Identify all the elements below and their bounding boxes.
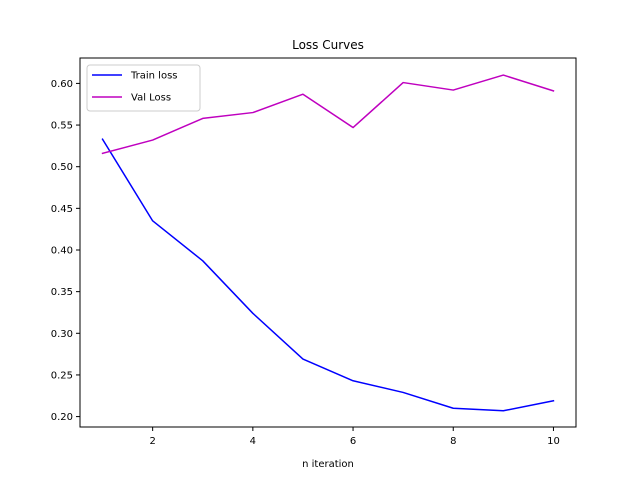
data-point-val-loss-1 xyxy=(102,153,104,155)
chart-title: Loss Curves xyxy=(292,38,364,52)
x-axis-label: n iteration xyxy=(302,459,354,470)
data-point-train-loss-6 xyxy=(352,380,354,382)
y-tick-label: 0.25 xyxy=(51,370,73,381)
data-point-val-loss-8 xyxy=(452,89,454,91)
series-line-val-loss xyxy=(101,74,555,155)
data-point-val-loss-7 xyxy=(402,82,404,84)
x-tick-label: 2 xyxy=(149,436,155,447)
data-point-train-loss-1 xyxy=(102,138,104,140)
data-point-train-loss-3 xyxy=(202,260,204,262)
data-point-val-loss-10 xyxy=(553,90,555,92)
y-tick-label: 0.50 xyxy=(51,162,73,173)
data-point-val-loss-3 xyxy=(202,118,204,120)
x-tick-label: 8 xyxy=(450,436,456,447)
y-tick-label: 0.45 xyxy=(51,204,73,215)
y-tick-label: 0.60 xyxy=(51,79,73,90)
legend-label-train-loss: Train loss xyxy=(130,71,178,82)
y-tick-label: 0.35 xyxy=(51,287,73,298)
y-tick-label: 0.40 xyxy=(51,245,73,256)
data-point-train-loss-4 xyxy=(252,313,254,315)
legend: Train loss Val Loss xyxy=(86,64,201,112)
data-point-train-loss-8 xyxy=(452,407,454,409)
legend-box xyxy=(86,64,201,112)
y-axis-ticks: 0.20 0.25 0.30 0.35 0.40 0.45 0.50 0.55 0.60 xyxy=(51,79,80,423)
axes-frame xyxy=(79,57,577,428)
data-point-train-loss-5 xyxy=(302,358,304,360)
x-tick-label: 6 xyxy=(350,436,356,447)
x-tick-label: 4 xyxy=(250,436,256,447)
data-point-val-loss-4 xyxy=(252,112,254,114)
legend-label-val-loss: Val Loss xyxy=(131,93,171,104)
data-point-val-loss-5 xyxy=(302,93,304,95)
y-tick-label: 0.55 xyxy=(51,121,73,132)
series-line-train-loss xyxy=(101,138,555,412)
data-point-val-loss-6 xyxy=(352,127,354,129)
x-tick-label: 10 xyxy=(547,436,560,447)
data-point-val-loss-9 xyxy=(503,74,505,76)
y-tick-label: 0.20 xyxy=(51,412,73,423)
data-point-train-loss-10 xyxy=(553,400,555,402)
data-point-train-loss-2 xyxy=(152,220,154,222)
plot-area xyxy=(101,74,555,412)
data-point-val-loss-2 xyxy=(152,139,154,141)
x-axis-ticks: 2 4 6 8 10 xyxy=(149,427,560,447)
data-point-train-loss-7 xyxy=(402,392,404,394)
y-tick-label: 0.30 xyxy=(51,329,73,340)
data-point-train-loss-9 xyxy=(503,410,505,412)
